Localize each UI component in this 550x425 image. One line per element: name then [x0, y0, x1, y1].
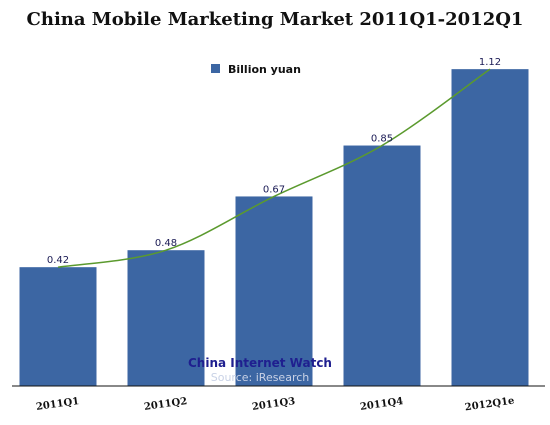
trend-line: [57, 68, 491, 268]
x-tick-label-2011Q1: 2011Q1: [35, 396, 80, 413]
legend-label: Billion yuan: [228, 63, 301, 76]
bar-2011Q4: [343, 145, 421, 386]
legend: Billion yuan: [211, 63, 301, 76]
x-tick-label-2011Q4: 2011Q4: [359, 396, 404, 413]
data-label-2011Q3: 0.67: [263, 184, 285, 195]
data-label-group: 0.42 0.48 0.67 0.85 1.12: [47, 57, 501, 266]
bar-2011Q1: [19, 267, 97, 386]
bar-2012Q1e: [451, 69, 529, 387]
data-label-2011Q2: 0.48: [155, 238, 177, 249]
source-text: Source: iResearch: [211, 371, 310, 384]
bar-2011Q2: [127, 250, 205, 386]
data-label-2012Q1e: 1.12: [479, 57, 501, 68]
x-tick-label-group: 2011Q1 2011Q2 2011Q3 2011Q4 2012Q1e: [35, 396, 515, 414]
bar-group: [19, 69, 529, 387]
x-tick-label-2011Q3: 2011Q3: [251, 396, 296, 413]
watermark-text: China Internet Watch: [188, 356, 332, 370]
chart-title: China Mobile Marketing Market 2011Q1-201…: [27, 9, 524, 30]
x-tick-label-2011Q2: 2011Q2: [143, 396, 188, 413]
data-label-2011Q4: 0.85: [371, 134, 393, 145]
data-label-2011Q1: 0.42: [47, 255, 69, 266]
x-tick-label-2012Q1e: 2012Q1e: [464, 396, 515, 414]
bar-2011Q3: [235, 196, 313, 386]
legend-swatch: [211, 64, 220, 73]
